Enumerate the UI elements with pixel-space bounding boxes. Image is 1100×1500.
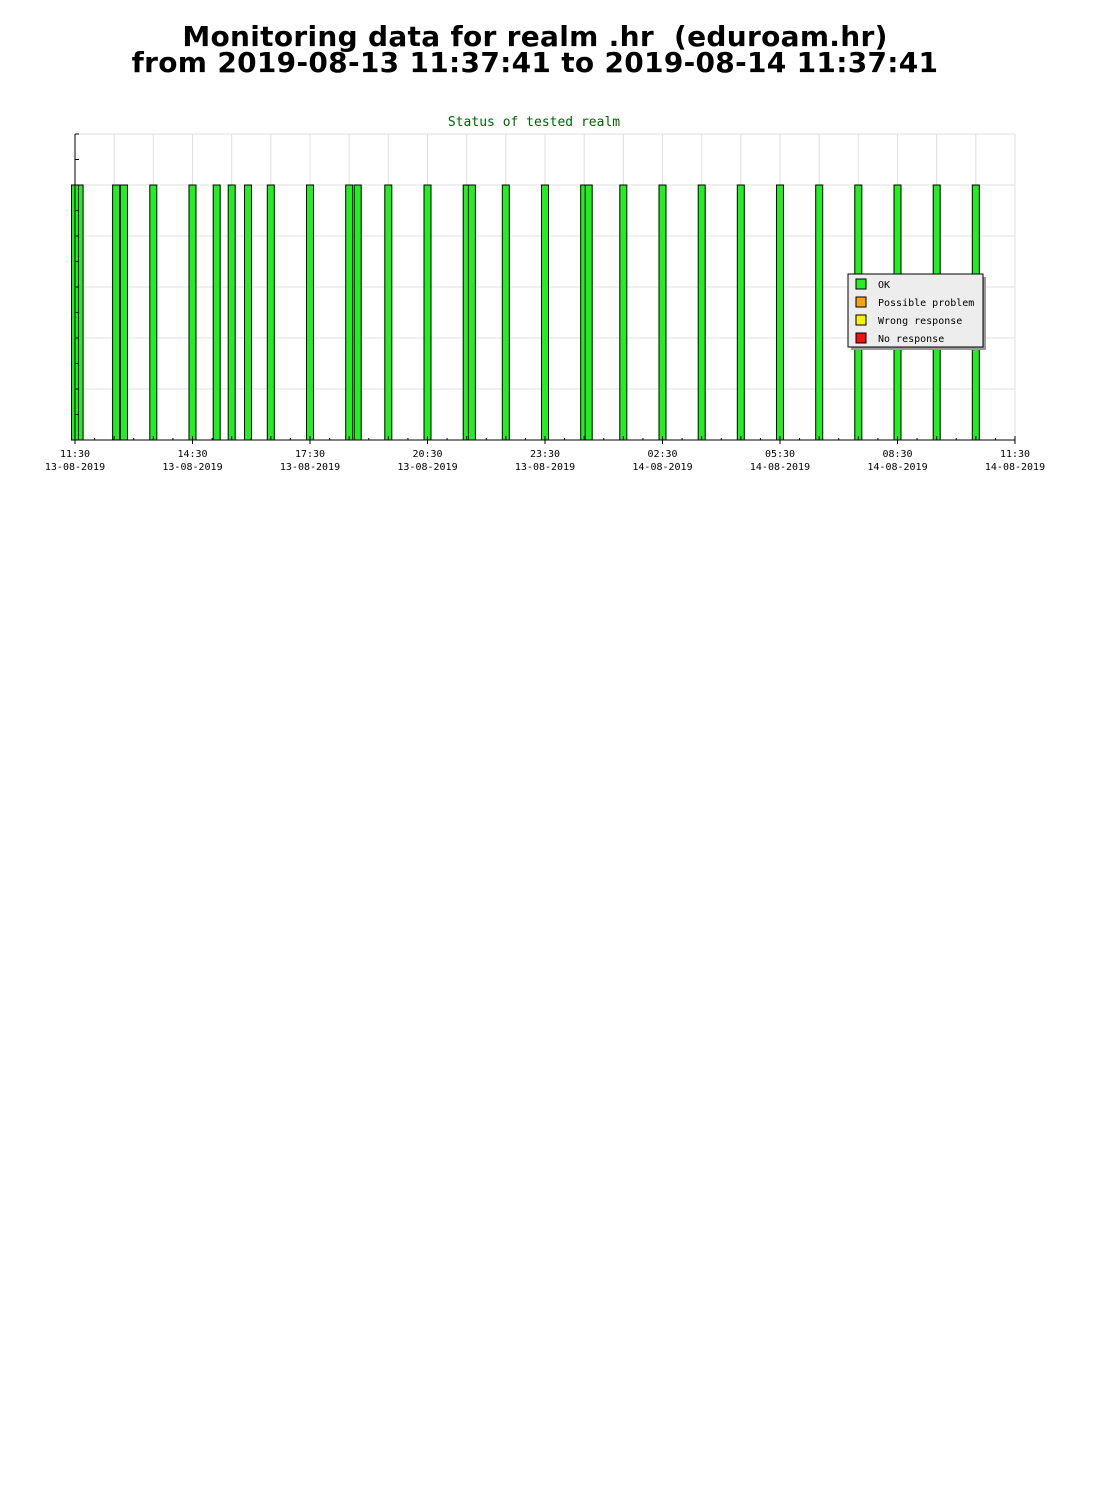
- x-tick-label-time: 08:30: [882, 449, 912, 460]
- legend-box: [847, 273, 984, 348]
- legend-swatch-possible-problem: [855, 296, 867, 308]
- bar-ok: [306, 184, 314, 441]
- x-tick-label-date: 13-08-2019: [280, 462, 340, 473]
- legend-label-wrong-response: Wrong response: [878, 316, 962, 327]
- bar-ok: [149, 184, 158, 441]
- x-tick-label-time: 17:30: [295, 449, 325, 460]
- x-tick-label-time: 14:30: [177, 449, 207, 460]
- x-tick-label-date: 14-08-2019: [985, 462, 1045, 473]
- bar-ok: [120, 184, 128, 441]
- bar-ok: [227, 184, 236, 441]
- bar-ok: [244, 184, 252, 441]
- bar-ok: [212, 184, 221, 441]
- x-tick-label-time: 05:30: [765, 449, 795, 460]
- legend-label-no-response: No response: [878, 334, 944, 345]
- bar-ok: [188, 184, 197, 441]
- legend-swatch-wrong-response: [855, 314, 867, 326]
- legend-swatch-ok: [855, 278, 867, 290]
- bar-ok: [776, 184, 784, 441]
- chart-legend: OK Possible problem Wrong response No respo…: [847, 273, 986, 350]
- bar-ok: [736, 184, 745, 441]
- bar-ok: [467, 184, 476, 441]
- x-tick-label-date: 13-08-2019: [397, 462, 457, 473]
- x-tick-label-time: 23:30: [530, 449, 560, 460]
- bar-ok: [384, 184, 393, 441]
- bar-ok: [501, 184, 510, 441]
- page-header: Monitoring data for realm .hr (eduroam.h…: [0, 20, 1070, 79]
- x-tick-label-date: 14-08-2019: [867, 462, 927, 473]
- legend-swatch-no-response: [855, 332, 867, 344]
- x-axis-ticks: 11:30 13-08-2019 14:30 13-08-2019 17:30 13-08…: [45, 440, 1045, 473]
- x-tick-label-time: 11:30: [1000, 449, 1030, 460]
- legend-label-possible-problem: Possible problem: [878, 298, 974, 309]
- x-tick-label-date: 14-08-2019: [750, 462, 810, 473]
- bar-ok: [584, 184, 593, 441]
- bar-ok: [266, 184, 275, 441]
- x-tick-label-date: 13-08-2019: [45, 462, 105, 473]
- chart-bars: [71, 184, 980, 441]
- x-tick-label-date: 13-08-2019: [162, 462, 222, 473]
- bar-ok: [345, 184, 354, 441]
- status-chart: Status of tested realm 11:30 13-08-2019 14…: [45, 115, 1045, 473]
- x-tick-label-time: 20:30: [412, 449, 442, 460]
- page-title: Monitoring data for realm .hr (eduroam.h…: [182, 20, 888, 53]
- bar-ok: [112, 184, 121, 441]
- x-tick-label-date: 14-08-2019: [632, 462, 692, 473]
- x-tick-label-date: 13-08-2019: [515, 462, 575, 473]
- bar-ok: [423, 184, 432, 441]
- bar-ok: [619, 184, 628, 441]
- page-subtitle: from 2019-08-13 11:37:41 to 2019-08-14 1…: [131, 46, 939, 79]
- bar-ok: [697, 184, 706, 441]
- x-tick-label-time: 11:30: [60, 449, 90, 460]
- bar-ok: [815, 184, 824, 441]
- legend-label-ok: OK: [878, 280, 890, 291]
- chart-title: Status of tested realm: [448, 115, 620, 130]
- bar-ok: [353, 184, 362, 441]
- x-tick-label-time: 02:30: [647, 449, 677, 460]
- bar-ok: [658, 184, 667, 441]
- bar-ok: [541, 184, 549, 441]
